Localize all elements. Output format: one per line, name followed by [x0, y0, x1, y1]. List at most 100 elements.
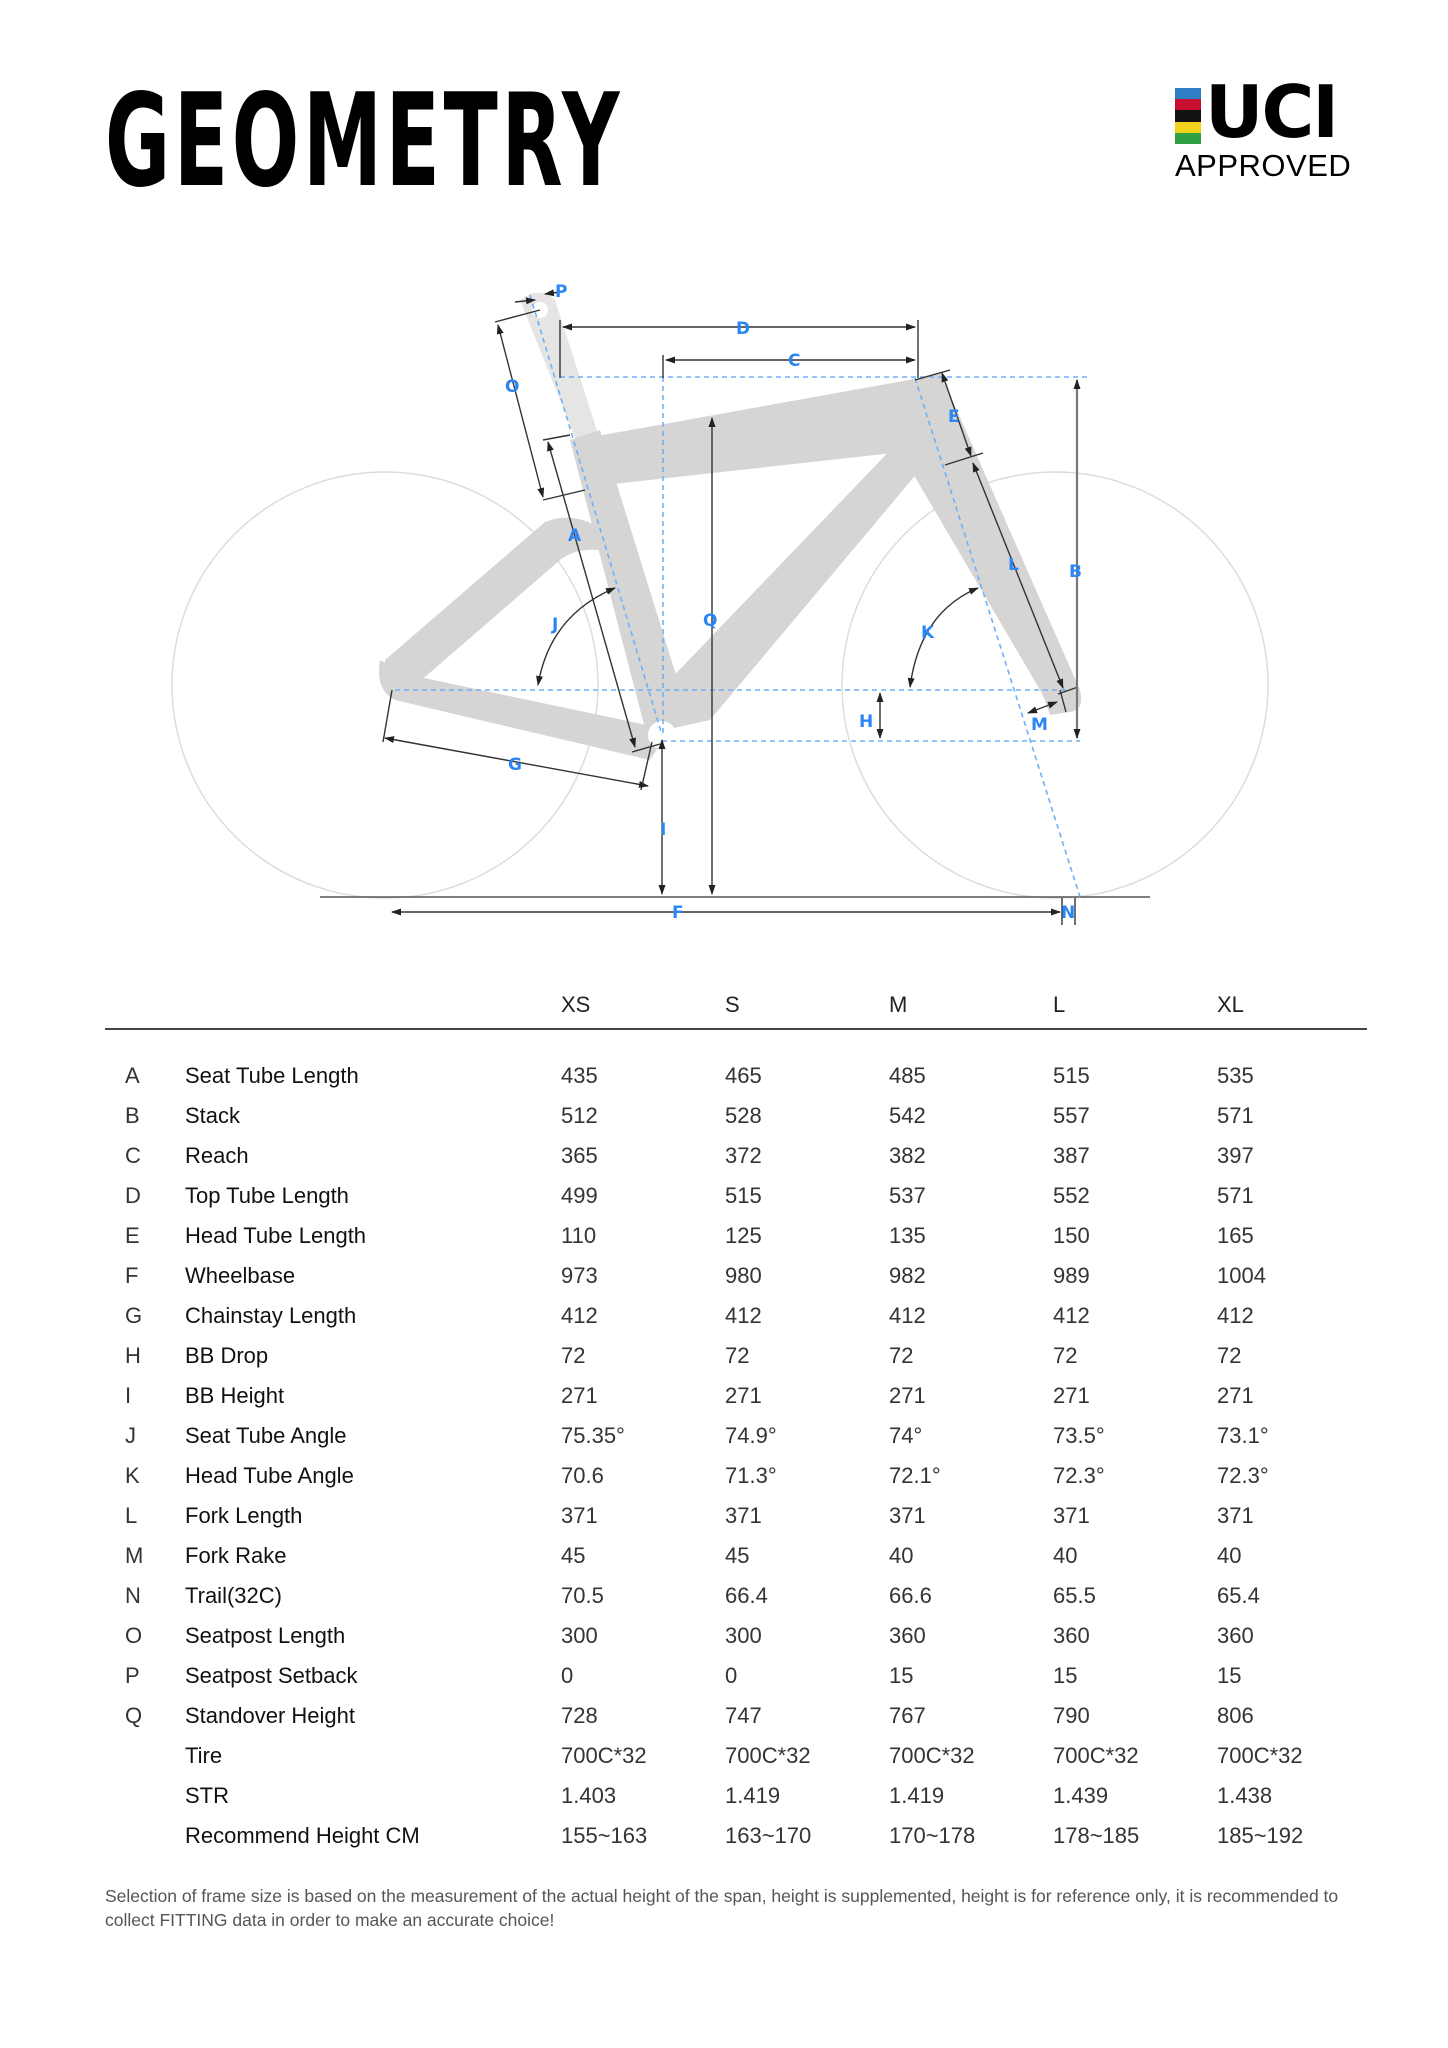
row-letter: B — [125, 1103, 140, 1128]
row-value: 165 — [1217, 1223, 1254, 1248]
row-value: 15 — [889, 1663, 914, 1688]
row-value: 40 — [1053, 1543, 1078, 1568]
label-h: H — [859, 712, 873, 732]
row-value: 412 — [889, 1303, 926, 1328]
row-letter: J — [125, 1423, 136, 1448]
row-value: 435 — [561, 1063, 598, 1088]
row-value: 537 — [889, 1183, 926, 1208]
row-value: 71.3° — [725, 1463, 777, 1488]
row-value: 700C*32 — [725, 1743, 811, 1768]
row-value: 571 — [1217, 1103, 1254, 1128]
row-value: 72 — [561, 1343, 586, 1368]
table-row: K Head Tube Angle 70.6 71.3° 72.1° 72.3° 72.3° — [105, 1456, 1381, 1496]
table-row: F Wheelbase 973 980 982 989 1004 — [105, 1256, 1381, 1296]
row-name: Recommend Height CM — [185, 1823, 420, 1848]
row-letter: C — [125, 1143, 141, 1168]
row-value: 300 — [725, 1623, 762, 1648]
row-value: 163~170 — [725, 1823, 812, 1848]
table-row: STR 1.403 1.419 1.419 1.439 1.438 — [105, 1776, 1381, 1816]
row-value: 806 — [1217, 1703, 1254, 1728]
table-row: Q Standover Height 728 747 767 790 806 — [105, 1696, 1381, 1736]
row-letter: A — [125, 1063, 140, 1088]
row-value: 360 — [889, 1623, 926, 1648]
size-header-xl: XL — [1217, 992, 1244, 1017]
row-value: 700C*32 — [889, 1743, 975, 1768]
row-value: 155~163 — [561, 1823, 648, 1848]
table-row: J Seat Tube Angle 75.35° 74.9° 74° 73.5° 73.1° — [105, 1416, 1381, 1456]
rainbow-stripes-icon — [1175, 88, 1201, 144]
row-value: 412 — [1217, 1303, 1254, 1328]
row-name: Seat Tube Angle — [185, 1423, 347, 1448]
row-value: 973 — [561, 1263, 598, 1288]
row-value: 271 — [725, 1383, 762, 1408]
row-value: 72.3° — [1053, 1463, 1105, 1488]
table-row: C Reach 365 372 382 387 397 — [105, 1136, 1381, 1176]
row-value: 74° — [889, 1423, 923, 1448]
row-name: Tire — [185, 1743, 223, 1768]
row-value: 747 — [725, 1703, 762, 1728]
label-j: J — [551, 615, 558, 635]
row-value: 72.3° — [1217, 1463, 1269, 1488]
row-value: 360 — [1217, 1623, 1254, 1648]
row-letter: M — [125, 1543, 144, 1568]
row-value: 45 — [725, 1543, 750, 1568]
row-value: 485 — [889, 1063, 926, 1088]
row-value: 512 — [561, 1103, 598, 1128]
row-value: 300 — [561, 1623, 598, 1648]
row-name: Stack — [185, 1103, 241, 1128]
table-row: Tire 700C*32 700C*32 700C*32 700C*32 700C*32 — [105, 1736, 1381, 1776]
page-title: GEOMETRY — [105, 67, 624, 216]
row-name: Fork Rake — [185, 1543, 287, 1568]
table-header-rule — [105, 1028, 1367, 1030]
row-value: 0 — [561, 1663, 574, 1688]
table-row: H BB Drop 72 72 72 72 72 — [105, 1336, 1381, 1376]
label-q: Q — [703, 611, 717, 631]
row-value: 15 — [1053, 1663, 1078, 1688]
row-value: 397 — [1217, 1143, 1254, 1168]
row-value: 465 — [725, 1063, 762, 1088]
row-value: 371 — [1217, 1503, 1254, 1528]
row-value: 170~178 — [889, 1823, 976, 1848]
row-value: 40 — [1217, 1543, 1242, 1568]
row-value: 45 — [561, 1543, 586, 1568]
label-e: E — [948, 407, 960, 427]
row-letter: L — [125, 1503, 138, 1528]
size-header-xs: XS — [561, 992, 591, 1017]
row-value: 371 — [889, 1503, 926, 1528]
row-value: 371 — [561, 1503, 598, 1528]
row-value: 40 — [889, 1543, 914, 1568]
geometry-table: XS S M L XL A Seat Tube Length 435 465 485 51… — [105, 980, 1381, 1856]
row-value: 66.6 — [889, 1583, 932, 1608]
row-value: 982 — [889, 1263, 926, 1288]
bike-geometry-diagram: P D C O E A L B J Q K H M G I F N — [171, 282, 1269, 925]
row-value: 271 — [561, 1383, 598, 1408]
row-value: 515 — [725, 1183, 762, 1208]
label-k: K — [921, 623, 935, 643]
row-value: 1.438 — [1217, 1783, 1273, 1808]
row-value: 371 — [725, 1503, 762, 1528]
row-value: 70.5 — [561, 1583, 604, 1608]
row-value: 700C*32 — [1217, 1743, 1303, 1768]
table-row: G Chainstay Length 412 412 412 412 412 — [105, 1296, 1381, 1336]
row-value: 72 — [1217, 1343, 1242, 1368]
row-value: 75.35° — [561, 1423, 625, 1448]
row-value: 65.4 — [1217, 1583, 1260, 1608]
label-i: I — [660, 820, 666, 840]
row-letter: F — [125, 1263, 139, 1288]
table-row: P Seatpost Setback 0 0 15 15 15 — [105, 1656, 1381, 1696]
label-m: M — [1031, 715, 1048, 735]
footnote: Selection of frame size is based on the … — [105, 1886, 1339, 1930]
row-value: 499 — [561, 1183, 598, 1208]
row-name: Seatpost Length — [185, 1623, 346, 1648]
table-row: O Seatpost Length 300 300 360 360 360 — [105, 1616, 1381, 1656]
row-value: 382 — [889, 1143, 926, 1168]
row-value: 1.403 — [561, 1783, 617, 1808]
row-value: 557 — [1053, 1103, 1090, 1128]
row-letter: P — [125, 1663, 140, 1688]
row-value: 515 — [1053, 1063, 1090, 1088]
table-row: M Fork Rake 45 45 40 40 40 — [105, 1536, 1381, 1576]
table-row: E Head Tube Length 110 125 135 150 165 — [105, 1216, 1381, 1256]
row-value: 528 — [725, 1103, 762, 1128]
row-value: 412 — [1053, 1303, 1090, 1328]
row-value: 15 — [1217, 1663, 1242, 1688]
